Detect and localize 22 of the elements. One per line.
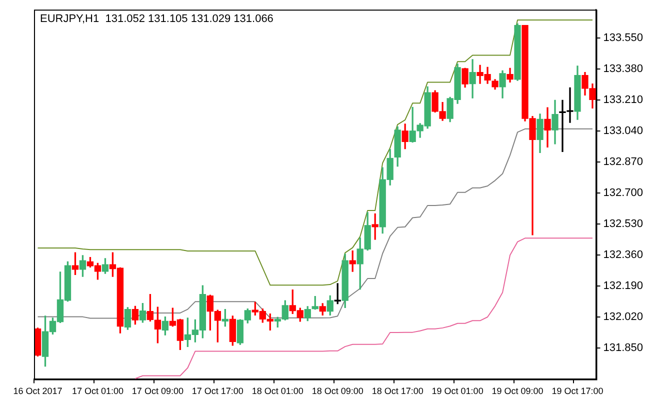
x-tick-label: 16 Oct 2017: [13, 386, 62, 396]
y-tick-label: 133.380: [603, 62, 644, 75]
y-tick-label: 133.550: [603, 32, 644, 44]
x-tick-label: 19 Oct 09:00: [492, 386, 544, 396]
x-tick-label: 18 Oct 01:00: [252, 386, 304, 396]
x-tick-label: 18 Oct 09:00: [312, 386, 364, 396]
y-tick-label: 132.020: [603, 311, 644, 324]
y-tick-label: 132.360: [603, 248, 644, 261]
x-tick-label: 19 Oct 17:00: [552, 386, 604, 396]
x-tick-label: 17 Oct 09:00: [132, 386, 184, 396]
x-tick-label: 17 Oct 17:00: [192, 386, 244, 396]
y-tick-label: 132.870: [603, 156, 644, 168]
y-tick-label: 133.040: [603, 124, 644, 137]
chart-title: EURJPY,H1 131.052 131.105 131.029 131.066: [40, 13, 274, 25]
x-tick-label: 18 Oct 17:00: [372, 386, 424, 396]
y-tick-label: 132.530: [603, 218, 644, 230]
y-tick-label: 132.190: [603, 280, 644, 292]
y-tick-label: 133.210: [603, 94, 644, 106]
y-tick-label: 131.850: [603, 342, 644, 354]
y-tick-label: 132.700: [603, 186, 644, 199]
x-tick-label: 19 Oct 01:00: [432, 386, 484, 396]
x-tick-label: 17 Oct 01:00: [72, 386, 124, 396]
